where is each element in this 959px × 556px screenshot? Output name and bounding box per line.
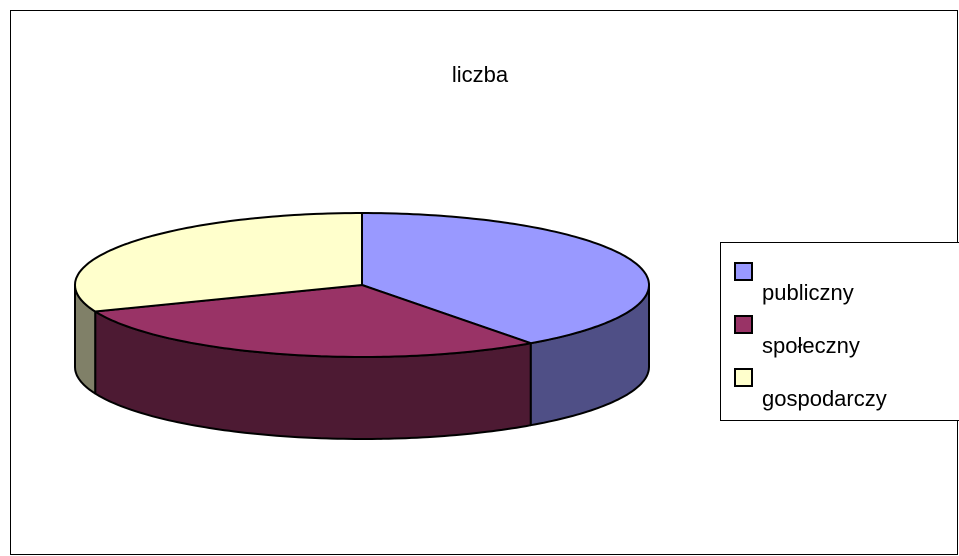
chart-title: liczba [452,62,509,87]
legend-label: społeczny [762,333,860,358]
legend-box [720,242,959,421]
pie-slice [94,284,532,358]
pie-slice [74,212,363,313]
legend-swatch [734,262,753,281]
pie-slice [361,212,650,345]
legend-swatch [734,368,753,387]
legend-swatch [734,315,753,334]
legend-label: gospodarczy [762,386,887,411]
legend-label: publiczny [762,280,854,305]
